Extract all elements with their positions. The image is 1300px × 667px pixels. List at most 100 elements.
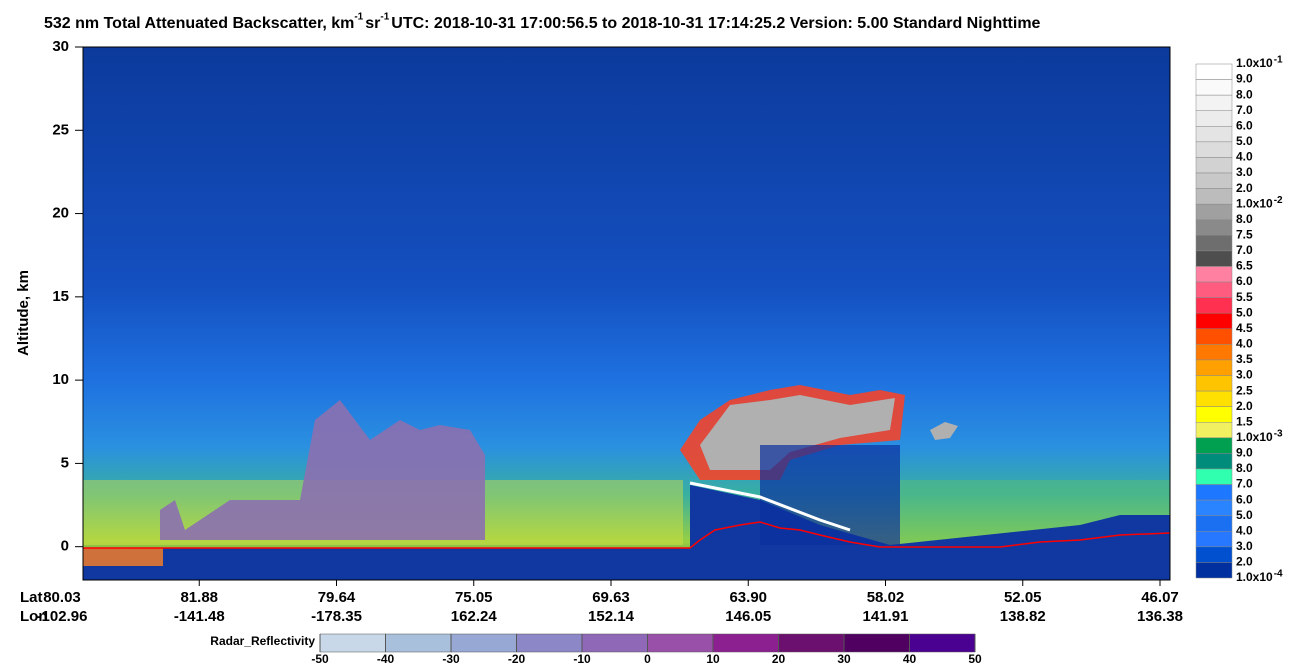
colorbar-label: 1.0x10 <box>1236 56 1273 70</box>
colorbar-label-exponent: -1 <box>1274 55 1283 66</box>
radar-bin <box>712 633 779 653</box>
colorbar-label: 9.0 <box>1236 72 1253 86</box>
colorbar-label: 1.5 <box>1236 414 1253 428</box>
y-tick-label: 0 <box>61 538 69 555</box>
colorbar-label: 3.0 <box>1236 539 1253 553</box>
radar-tick-label: -10 <box>573 652 591 666</box>
x-row-name: Lat <box>20 589 43 606</box>
colorbar-bin <box>1195 562 1233 579</box>
radar-bin <box>450 633 517 653</box>
colorbar-label-exponent: -3 <box>1274 428 1283 439</box>
x-tick-label: 79.64 <box>318 589 356 606</box>
colorbar-bin <box>1195 406 1233 423</box>
colorbar-bin <box>1195 312 1233 330</box>
colorbar-label: 2.5 <box>1236 383 1253 397</box>
colorbar-label: 6.5 <box>1236 259 1253 273</box>
colorbar-label: 6.0 <box>1236 492 1253 506</box>
colorbar-label: 5.5 <box>1236 290 1253 304</box>
y-tick-label: 10 <box>52 371 69 388</box>
colorbar-bin <box>1195 515 1233 532</box>
y-tick-label: 15 <box>52 288 69 305</box>
radar-bin <box>647 633 714 653</box>
colorbar-label: 8.0 <box>1236 461 1253 475</box>
x-tick-label: 162.24 <box>451 608 498 625</box>
y-tick-label: 30 <box>52 38 69 55</box>
radar-bin <box>909 633 976 653</box>
x-tick-label: 69.63 <box>592 589 630 606</box>
x-tick-label: 136.38 <box>1137 608 1183 625</box>
y-axis-label: Altitude, km <box>15 270 32 356</box>
x-tick-label: 141.91 <box>863 608 909 625</box>
y-tick-label: 5 <box>61 454 69 471</box>
colorbar-label-exponent: -4 <box>1274 569 1283 580</box>
radar-bin <box>581 633 648 653</box>
radar-bin <box>319 633 386 653</box>
colorbar-label-exponent: -2 <box>1274 195 1283 206</box>
x-tick-label: 152.14 <box>588 608 635 625</box>
colorbar-label: 4.0 <box>1236 150 1253 164</box>
colorbar-label: 7.0 <box>1236 243 1253 257</box>
colorbar-bin <box>1195 531 1233 548</box>
radar-tick-label: 40 <box>903 652 917 666</box>
colorbar-bin <box>1195 328 1233 345</box>
chart-title: UTC: 2018-10-31 17:00:56.5 to 2018-10-31… <box>391 15 1040 32</box>
colorbar-label: 8.0 <box>1236 212 1253 226</box>
colorbar-bin <box>1195 390 1233 407</box>
chart-title: sr <box>365 15 380 32</box>
colorbar-bin <box>1195 546 1233 563</box>
colorbar-label: 9.0 <box>1236 446 1253 460</box>
colorbar-label: 3.0 <box>1236 368 1253 382</box>
colorbar-bin <box>1195 281 1233 298</box>
colorbar-label: 7.0 <box>1236 103 1253 117</box>
colorbar-bin <box>1195 359 1233 376</box>
x-tick-label: 46.07 <box>1141 589 1179 606</box>
colorbar-label: 1.0x10 <box>1236 570 1273 584</box>
x-tick-label: -141.48 <box>174 608 225 625</box>
curtain-image <box>82 46 1171 581</box>
radar-tick-label: 50 <box>968 652 982 666</box>
colorbar-label: 7.0 <box>1236 477 1253 491</box>
colorbar-label: 3.5 <box>1236 352 1253 366</box>
x-tick-label: -178.35 <box>311 608 362 625</box>
colorbar-label: 4.0 <box>1236 337 1253 351</box>
radar-bin <box>778 633 845 653</box>
radar-tick-label: -50 <box>311 652 329 666</box>
colorbar-bin <box>1195 141 1233 158</box>
x-tick-label: -102.96 <box>37 608 88 625</box>
x-tick-label: 63.90 <box>729 589 767 606</box>
colorbar-bin <box>1195 94 1233 111</box>
colorbar-bin <box>1195 297 1233 314</box>
radar-tick-label: 10 <box>706 652 720 666</box>
radar-bin <box>843 633 910 653</box>
colorbar-bin <box>1195 468 1233 485</box>
colorbar-label: 8.0 <box>1236 87 1253 101</box>
colorbar-label: 2.0 <box>1236 555 1253 569</box>
colorbar-label: 1.0x10 <box>1236 430 1273 444</box>
radar-tick-label: -30 <box>442 652 460 666</box>
radar-tick-label: 0 <box>644 652 651 666</box>
colorbar-bin <box>1195 453 1233 470</box>
colorbar-label: 4.0 <box>1236 523 1253 537</box>
colorbar-bin <box>1195 172 1233 189</box>
colorbar-label: 5.0 <box>1236 305 1253 319</box>
x-tick-label: 138.82 <box>1000 608 1046 625</box>
radar-bin <box>385 633 452 653</box>
colorbar-bin <box>1195 344 1233 361</box>
colorbar-label: 7.5 <box>1236 228 1253 242</box>
radar-bin <box>516 633 583 653</box>
chart-title: 532 nm Total Attenuated Backscatter, km <box>44 15 354 32</box>
colorbar-label: 5.0 <box>1236 134 1253 148</box>
colorbar-bin <box>1195 63 1233 80</box>
x-row-name: Lon <box>20 608 48 625</box>
colorbar-label: 6.0 <box>1236 274 1253 288</box>
y-tick-label: 25 <box>52 121 69 138</box>
x-tick-label: 81.88 <box>180 589 218 606</box>
colorbar-bin <box>1195 484 1233 501</box>
x-tick-label: 80.03 <box>43 589 81 606</box>
x-tick-label: 75.05 <box>455 589 493 606</box>
colorbar-bin <box>1195 437 1233 454</box>
colorbar-bin <box>1195 110 1233 127</box>
colorbar-bin <box>1195 203 1233 221</box>
x-tick-label: 58.02 <box>867 589 905 606</box>
